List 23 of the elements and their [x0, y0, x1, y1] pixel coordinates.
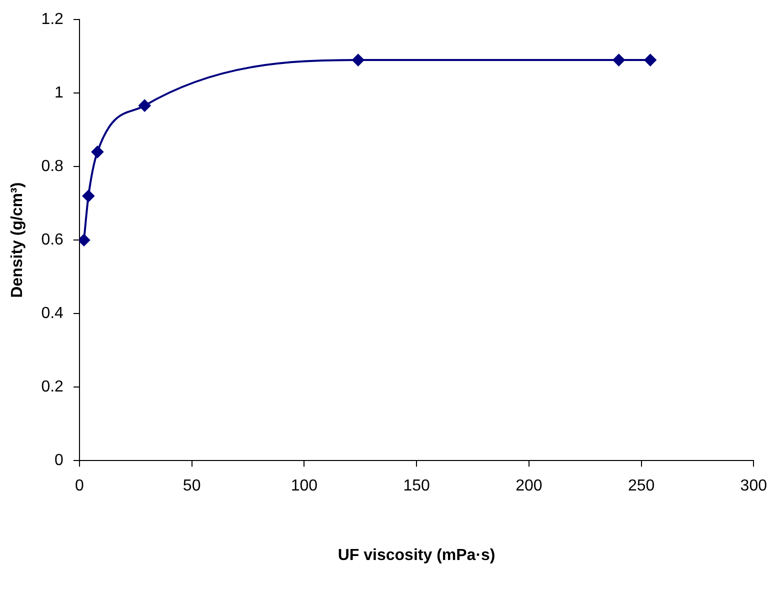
point: [82, 190, 94, 202]
x-axis-title: UF viscosity (mPa·s): [338, 546, 496, 564]
point: [644, 54, 656, 66]
y-tick-label: 0.6: [41, 232, 64, 249]
x-tick-label: 150: [403, 478, 430, 495]
point: [79, 234, 90, 246]
x-tick-label: 300: [740, 478, 768, 495]
x-tick-label: 100: [290, 478, 318, 495]
y-tick-label: 0: [54, 452, 64, 470]
y-axis-title: Density (g/cm³): [9, 182, 26, 298]
point: [91, 146, 104, 158]
x-tick-label: 200: [516, 478, 542, 495]
y-tick-label: 1: [54, 84, 64, 102]
y-tick-label: 0.2: [41, 378, 64, 396]
y-tick-label: 0.4: [41, 305, 64, 322]
point: [352, 54, 364, 66]
point: [612, 54, 625, 66]
x-tick-label: 250: [628, 478, 655, 495]
y-tick-label: 1.2: [41, 11, 64, 28]
point: [138, 100, 151, 112]
x-tick-label: 0: [74, 478, 84, 495]
y-tick-label: 0.8: [41, 158, 64, 176]
x-tick-label: 50: [182, 478, 201, 495]
